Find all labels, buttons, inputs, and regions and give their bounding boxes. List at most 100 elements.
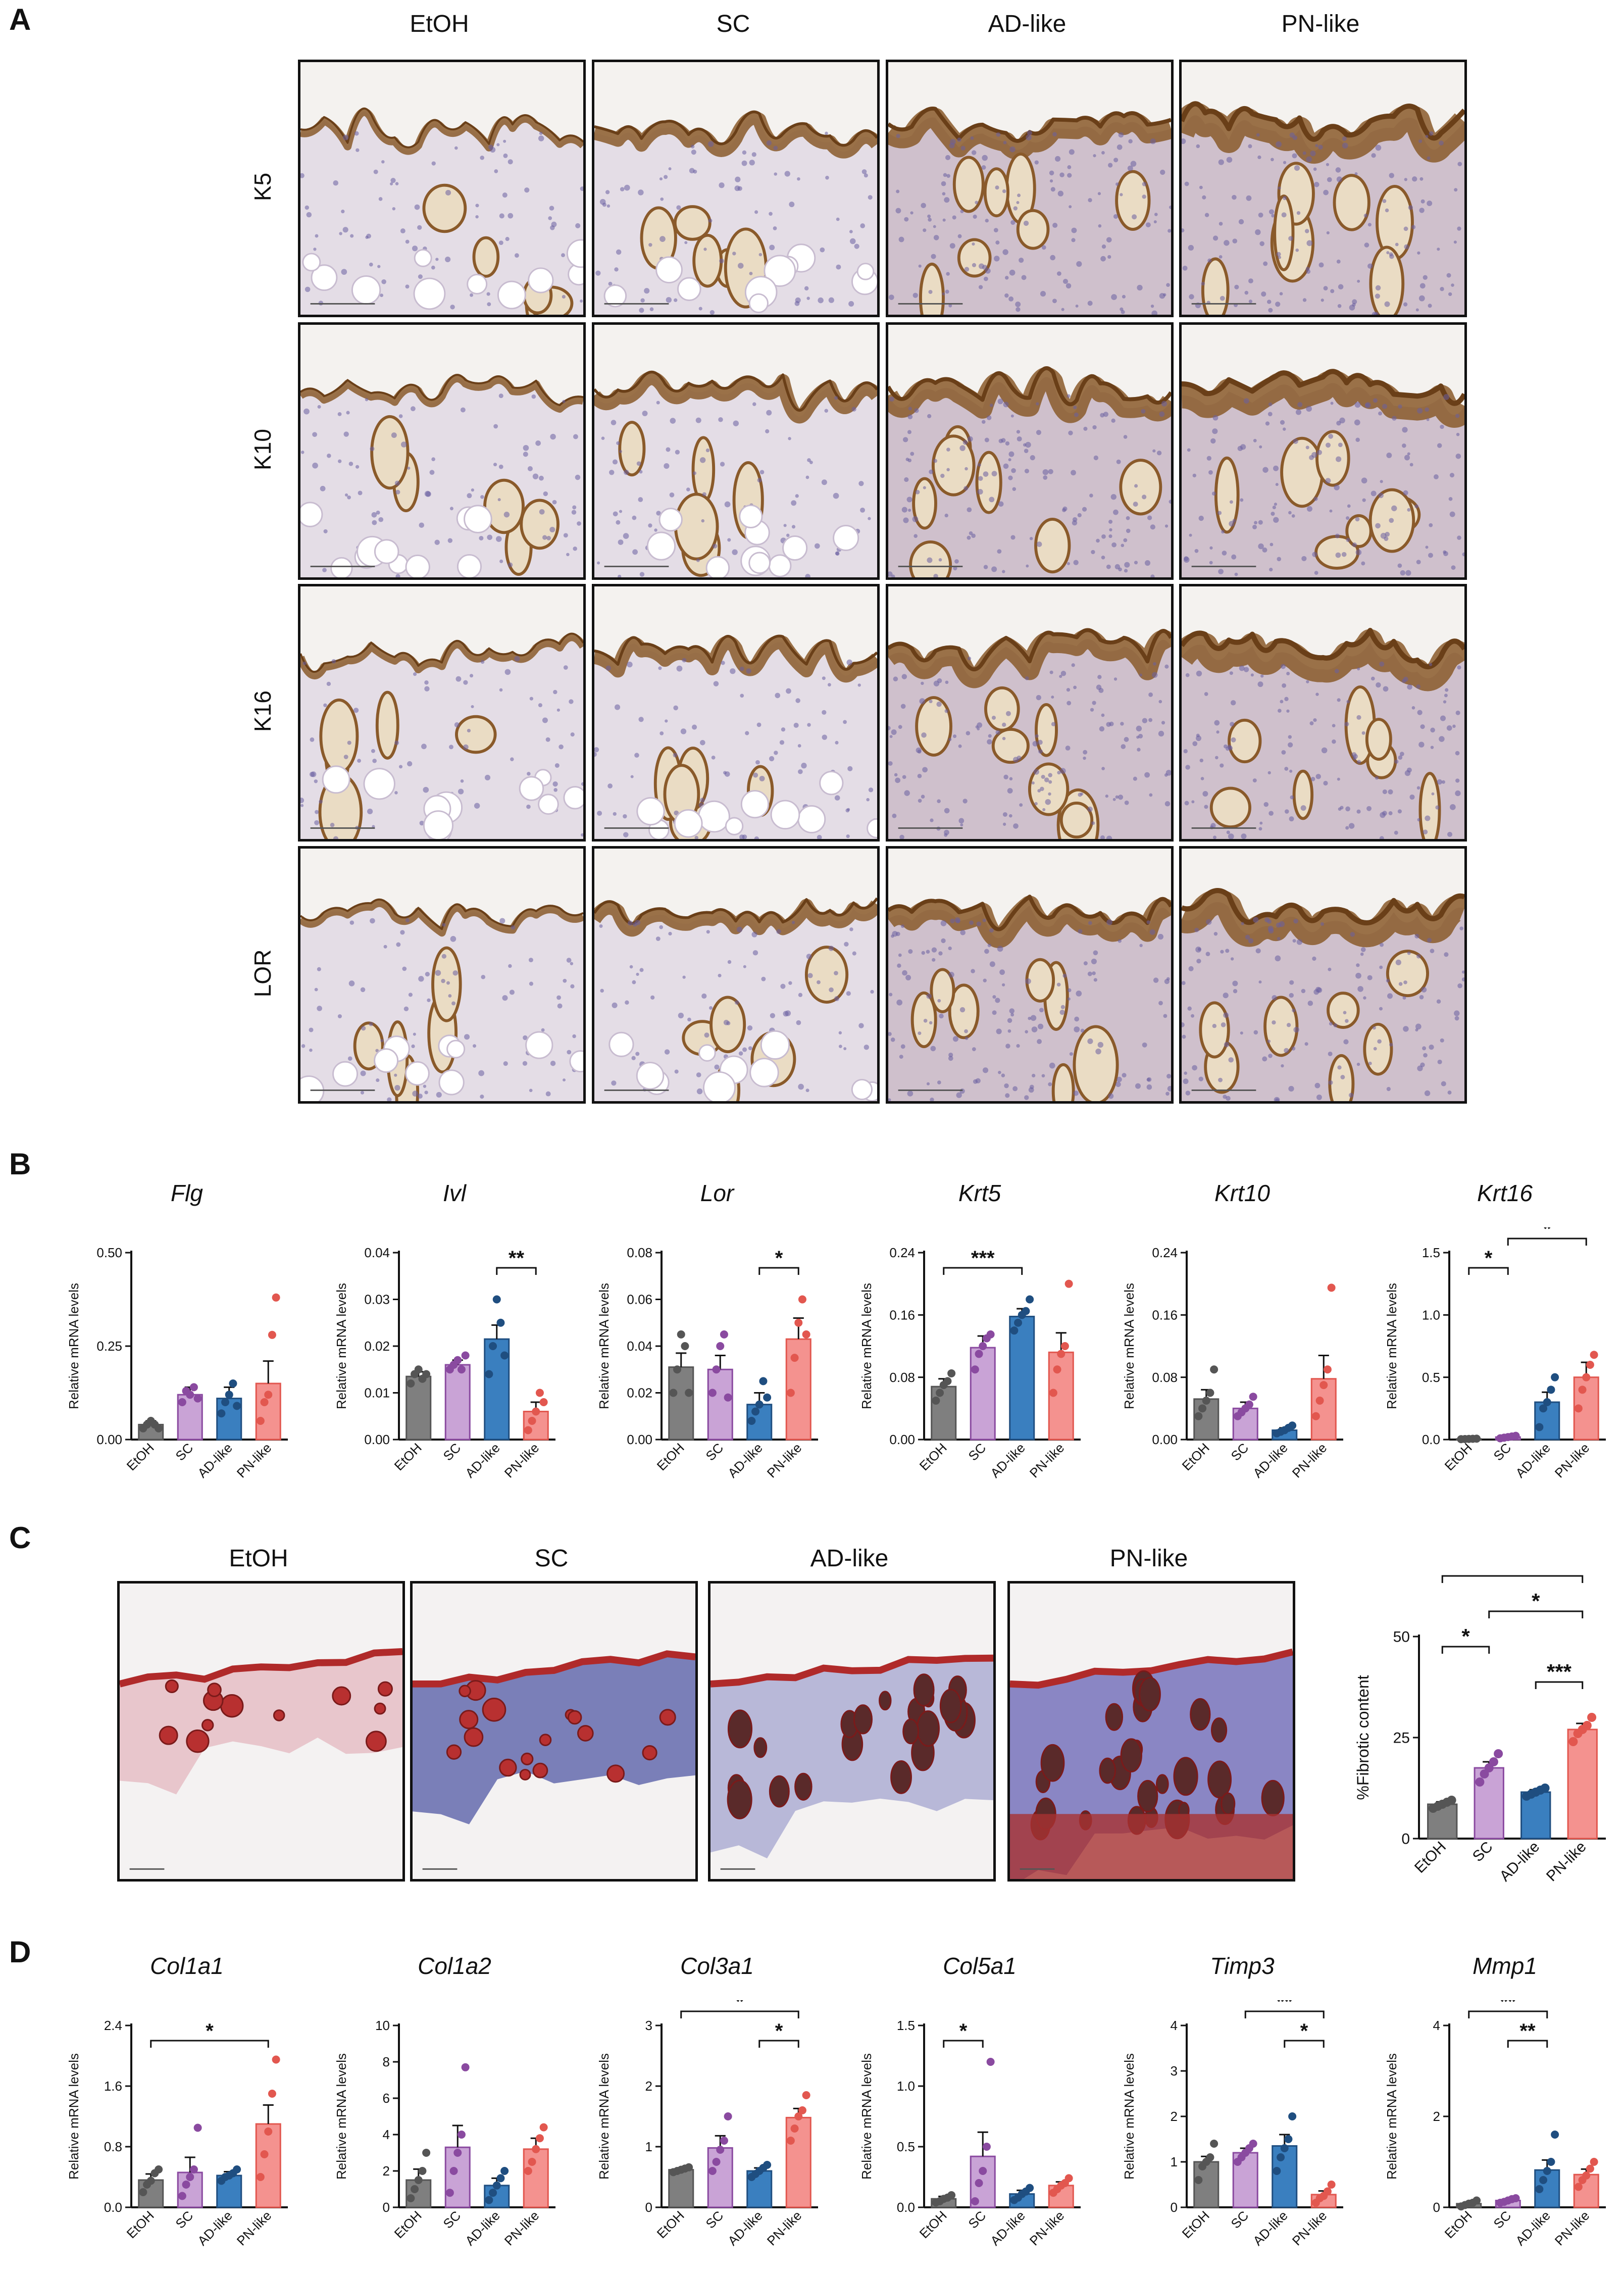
data-point: [943, 1377, 952, 1386]
data-point: [1543, 1398, 1551, 1406]
y-tick-label: 0.8: [104, 2139, 122, 2154]
y-tick-label: 0.02: [364, 1339, 390, 1354]
y-tick-label: 0.08: [889, 1370, 915, 1385]
x-tick-label: AD-like: [987, 1440, 1028, 1480]
significance-bracket: [1507, 2040, 1548, 2048]
trichrome-column-label-1: SC: [534, 1545, 569, 1572]
data-point: [763, 1393, 772, 1402]
x-tick-label: SC: [173, 1440, 196, 1464]
data-point: [724, 1393, 732, 1402]
chart-krt5: 0.00 0.08 0.16 0.24 Relative mRNA levels EtOH…: [859, 1245, 1081, 1480]
significance-label: *: [1461, 1624, 1470, 1648]
data-point: [1511, 1431, 1520, 1440]
y-tick-label: 0.00: [889, 1432, 915, 1447]
bar-pn-like: [523, 2148, 549, 2208]
significance-label: **: [1277, 2000, 1293, 2013]
micrograph-k5-sc: [592, 60, 880, 317]
y-axis-label: %Fibrotic content: [1354, 1675, 1372, 1800]
significance-bracket: [150, 2040, 269, 2048]
data-point: [802, 1330, 810, 1339]
y-tick-label: 0.16: [1152, 1307, 1178, 1322]
data-point: [798, 2106, 806, 2114]
y-axis-label: Relative mRNA levels: [1384, 1283, 1399, 1409]
data-point: [1547, 1386, 1555, 1394]
gene-title-col1a2: Col1a2: [418, 1953, 491, 1979]
data-point: [461, 2063, 470, 2071]
y-tick-label: 8: [383, 2054, 390, 2069]
data-point: [1320, 1381, 1328, 1390]
micrograph-k10-ad-like: [886, 322, 1174, 580]
data-point: [1064, 2174, 1073, 2183]
data-point: [422, 2149, 431, 2157]
y-tick-label: 0.0: [104, 2200, 122, 2215]
bar-pn-like: [523, 1411, 549, 1441]
gene-title-krt5: Krt5: [958, 1180, 1001, 1206]
data-point: [539, 2123, 548, 2132]
data-point: [1540, 1784, 1550, 1793]
significance-label: *: [959, 2020, 968, 2042]
micrograph-k16-pn-like: [1179, 584, 1467, 842]
bar-sc: [707, 2147, 733, 2208]
micrograph-k5-etoh: [298, 60, 586, 317]
data-point: [1206, 2153, 1214, 2161]
y-tick-label: 1: [645, 2139, 652, 2154]
x-tick-label: PN-like: [764, 2208, 804, 2248]
bar-etoh: [405, 2179, 432, 2208]
x-tick-label: AD-like: [725, 2208, 765, 2248]
y-axis-label: Relative mRNA levels: [334, 2053, 349, 2180]
x-tick-label: AD-like: [462, 1440, 502, 1480]
data-point: [186, 2173, 194, 2181]
significance-label: **: [1500, 2000, 1516, 2013]
data-point: [217, 1409, 226, 1418]
column-label-3: PN-like: [1281, 11, 1360, 37]
y-tick-label: 0.04: [627, 1339, 652, 1354]
significance-label: *: [1485, 1247, 1493, 1269]
data-point: [1327, 1283, 1336, 1292]
data-point: [986, 1330, 995, 1339]
data-point: [971, 2197, 979, 2205]
chart-mmp1: 0 2 4 Relative mRNA levels EtOH SCAD-likePN-l…: [1384, 2000, 1606, 2248]
significance-bracket: [1468, 1267, 1509, 1275]
y-tick-label: 1.5: [1422, 1245, 1440, 1260]
gene-title-flg: Flg: [171, 1180, 203, 1206]
data-point: [986, 2058, 995, 2066]
micrograph-k5-pn-like: [1179, 60, 1467, 317]
x-tick-label: PN-like: [501, 1440, 542, 1480]
trichrome-column-label-0: EtOH: [229, 1545, 288, 1572]
data-point: [971, 1365, 979, 1374]
data-point: [407, 2194, 415, 2202]
x-tick-label: EtOH: [917, 2208, 950, 2241]
column-label-1: SC: [716, 11, 750, 37]
gene-title-col1a1: Col1a1: [150, 1953, 224, 1979]
data-point: [708, 2167, 717, 2175]
trichrome-ad-like: [708, 1581, 996, 1882]
y-tick-label: 4: [1171, 2018, 1178, 2033]
panel-d-letter: D: [9, 1935, 31, 1969]
significance-bracket: [1488, 1610, 1584, 1618]
data-point: [272, 1293, 280, 1302]
significance-bracket: [758, 1267, 799, 1275]
micrograph-k16-ad-like: [886, 584, 1174, 842]
data-point: [716, 1342, 725, 1350]
data-point: [233, 2165, 241, 2173]
data-point: [763, 2161, 772, 2169]
x-tick-label: AD-like: [1250, 1440, 1290, 1480]
data-point: [1198, 1404, 1207, 1413]
x-tick-label: SC: [966, 1440, 989, 1464]
data-point: [182, 2181, 190, 2189]
data-point: [485, 2196, 493, 2204]
data-point: [1022, 1307, 1030, 1315]
x-tick-label: PN-like: [764, 1440, 804, 1480]
data-point: [685, 1389, 693, 1397]
y-tick-label: 6: [383, 2091, 390, 2106]
data-point: [1288, 2112, 1297, 2120]
x-tick-label: PN-like: [1289, 1440, 1330, 1480]
x-tick-label: EtOH: [654, 1440, 687, 1473]
panel-c-letter: C: [9, 1521, 31, 1555]
row-label-0: K5: [249, 172, 276, 202]
data-point: [724, 2112, 732, 2120]
x-tick-label: EtOH: [1179, 1440, 1212, 1473]
data-point: [500, 1351, 509, 1360]
data-point: [532, 2145, 540, 2153]
data-point: [794, 2112, 803, 2120]
